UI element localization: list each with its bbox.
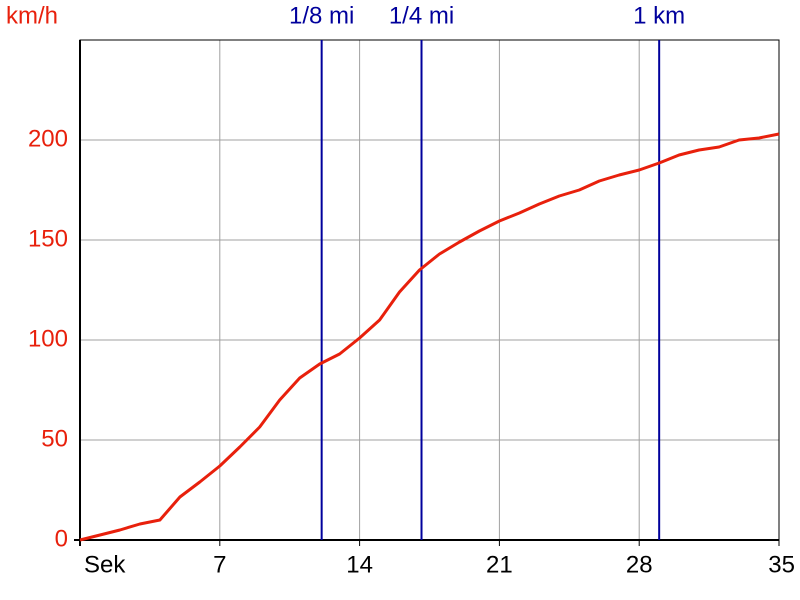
x-tick-label: 35 bbox=[768, 551, 795, 578]
y-tick-label: 150 bbox=[28, 225, 68, 252]
y-tick-label: 200 bbox=[28, 125, 68, 152]
plot-frame bbox=[79, 39, 780, 541]
y-tick-label: 100 bbox=[28, 325, 68, 352]
speed-line bbox=[79, 132, 780, 542]
y-tick-label: 50 bbox=[41, 425, 68, 452]
y-axis-title: km/h bbox=[6, 2, 58, 29]
x-tick-label: 28 bbox=[626, 551, 653, 578]
x-tick-label: Sek bbox=[84, 551, 126, 578]
distance-marker-label: 1/8 mi bbox=[289, 2, 354, 29]
y-tick-label: 0 bbox=[55, 525, 68, 552]
x-tick-label: 14 bbox=[346, 551, 373, 578]
x-tick-label: 7 bbox=[213, 551, 226, 578]
distance-marker-label: 1/4 mi bbox=[389, 2, 454, 29]
x-tick-label: 21 bbox=[486, 551, 513, 578]
distance-marker-label: 1 km bbox=[633, 2, 685, 29]
